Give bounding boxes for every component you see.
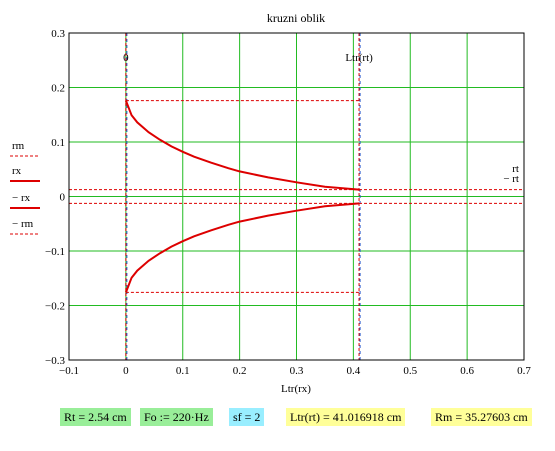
right-label: rt (512, 163, 519, 175)
x-tick-label: 0.5 (403, 365, 417, 377)
field-sf[interactable]: sf = 2 (229, 408, 265, 426)
x-tick-label: 0.7 (517, 365, 531, 377)
y-tick-label: 0.1 (51, 137, 65, 149)
field-rt[interactable]: Rt = 2.54 cm (60, 408, 131, 426)
marker-label: Ltr(rt) (345, 52, 373, 64)
x-tick-label: 0 (123, 365, 129, 377)
x-tick-label: 0.6 (460, 365, 474, 377)
y-tick-label: −0.3 (45, 355, 65, 367)
x-tick-label: 0.2 (233, 365, 247, 377)
field-rm[interactable]: Rm = 35.27603 cm (431, 408, 532, 426)
legend-label: rm (12, 140, 25, 152)
legend-label: − rx (12, 192, 31, 204)
legend-label: − rm (12, 218, 34, 230)
ticks: −0.1 0 0.1 0.2 0.3 0.4 0.5 0.6 0.7 0.3 0.2 0.1 0 −0.1… (45, 28, 531, 377)
right-label: − rt (503, 173, 519, 185)
legend-label: rx (12, 165, 22, 177)
y-tick-label: 0 (60, 192, 66, 204)
x-axis-label: Ltr(rx) (281, 383, 311, 395)
field-ltr[interactable]: Ltr(rt) = 41.016918 cm (286, 408, 406, 426)
plot-frame (68, 32, 525, 361)
series-rx (124, 100, 360, 191)
x-tick-label: 0.3 (290, 365, 304, 377)
x-tick-label: 0.4 (347, 365, 361, 377)
series (69, 100, 524, 293)
grid (69, 33, 524, 360)
vertical-markers: 0 Ltr(rt) (123, 33, 373, 360)
y-tick-label: −0.2 (45, 301, 65, 313)
series-rx (124, 202, 360, 293)
field-fo[interactable]: Fo := 220·Hz (140, 408, 213, 426)
x-tick-label: 0.1 (176, 365, 190, 377)
marker-label: 0 (123, 52, 129, 64)
legend: rm rx − rx − rm (10, 140, 40, 235)
y-tick-label: 0.2 (51, 83, 65, 95)
chart-title: kruzni oblik (267, 11, 325, 25)
chart: kruzni oblik 0 Ltr(rt) −0.1 0 0.1 0.2 0.3 0.4 0… (10, 11, 531, 395)
x-tick-label: −0.1 (59, 365, 79, 377)
right-labels: rt− rt (503, 163, 519, 185)
parameter-bar: Rt = 2.54 cm Fo := 220·Hz sf = 2 Ltr(rt)… (0, 408, 555, 430)
y-tick-label: −0.1 (45, 246, 65, 258)
y-tick-label: 0.3 (51, 28, 65, 40)
